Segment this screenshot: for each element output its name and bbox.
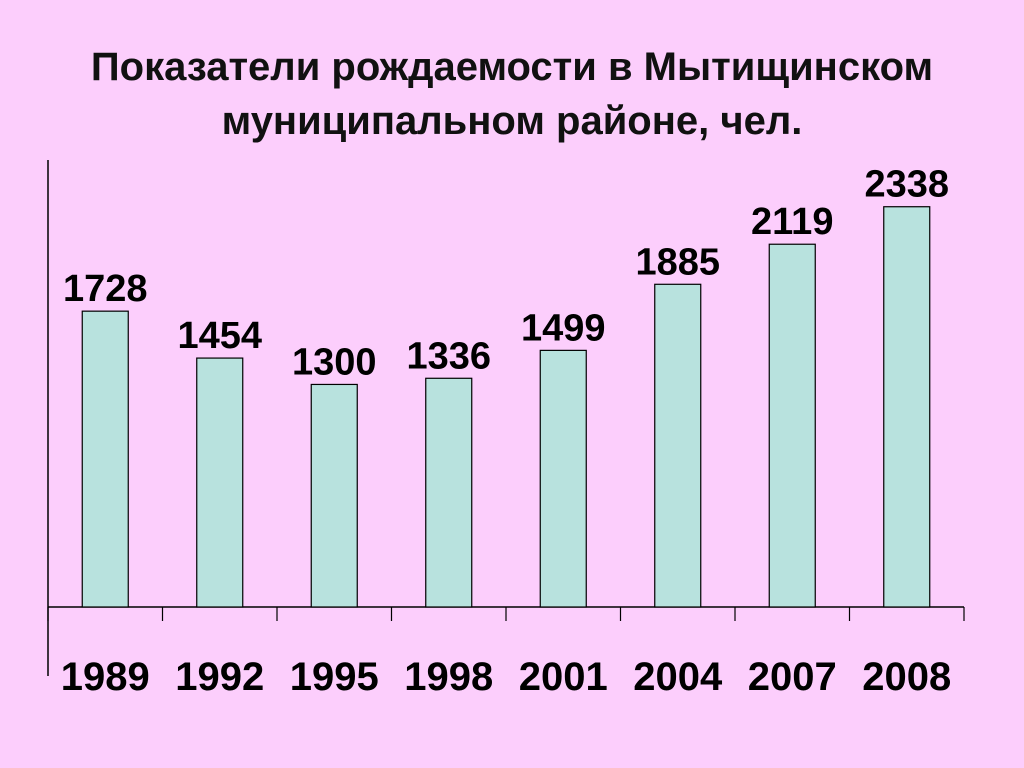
bars-group [81,206,931,608]
category-label-1998: 1998 [404,655,493,699]
bar-1998 [425,377,473,608]
value-label-1992: 1454 [177,315,262,357]
category-label-2001: 2001 [519,655,608,699]
bar-2001 [539,349,587,608]
value-label-1989: 1728 [63,268,148,310]
bar-1992 [196,357,244,608]
bar-2007 [768,243,816,608]
value-labels-group: 1728 1454 1300 1336 1499 1885 2119 2338 [63,164,949,384]
category-label-1989: 1989 [61,655,150,699]
bar-1989 [81,310,129,608]
value-label-2001: 1499 [521,307,606,349]
value-label-2004: 1885 [635,241,720,283]
category-label-2007: 2007 [748,655,837,699]
category-labels-group: 1989 1992 1995 1998 2001 2004 2007 2008 [61,655,951,699]
value-label-1998: 1336 [406,335,491,377]
bar-1995 [310,383,358,608]
value-label-2007: 2119 [751,201,833,243]
category-label-2004: 2004 [633,655,723,699]
bar-2004 [654,283,702,608]
category-label-2008: 2008 [862,655,951,699]
chart-title: Показатели рождаемости в Мытищинском мун… [0,40,1024,148]
category-label-1992: 1992 [175,655,264,699]
bar-2008 [883,206,931,608]
chart-title-line-2: муниципальном районе, чел. [221,99,803,143]
category-label-1995: 1995 [290,655,379,699]
value-label-1995: 1300 [292,341,377,383]
value-label-2008: 2338 [864,164,949,206]
x-axis-ticks [47,607,965,621]
chart-title-line-1: Показатели рождаемости в Мытищинском [90,45,934,89]
